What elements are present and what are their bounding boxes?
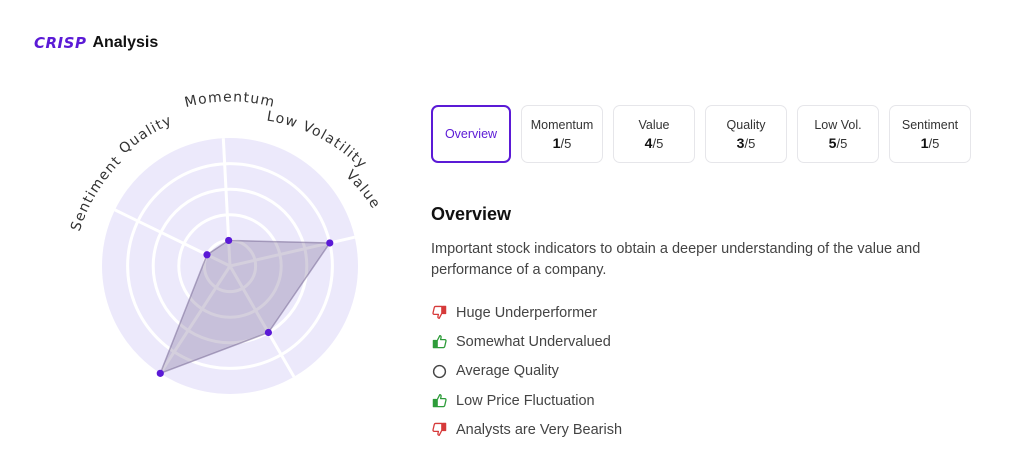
tab-label: Sentiment [901, 117, 959, 132]
tab-label: Momentum [530, 117, 594, 132]
tab-score-max: /5 [652, 135, 664, 151]
indicator-text: Huge Underperformer [456, 304, 598, 321]
tab-score-value: 5 [828, 134, 837, 151]
tab-low-vol[interactable]: Low Vol. 5/5 [797, 105, 879, 163]
radar-point-sentiment [203, 251, 211, 259]
tab-label: Quality [726, 117, 766, 132]
radar-point-momentum [225, 236, 233, 245]
indicator-item: Average Quality [431, 357, 622, 386]
page-title: Analysis [92, 34, 159, 51]
tab-overview[interactable]: Overview [431, 105, 511, 163]
radar-point-quality [264, 328, 272, 337]
tab-label: Overview [444, 127, 498, 141]
radar-point-low-volatility [156, 369, 164, 377]
tab-score: 5/5 [829, 135, 848, 151]
axis-label-momentum: Momentum [183, 89, 277, 111]
indicator-text: Analysts are Very Bearish [456, 421, 623, 438]
tab-label: Low Vol. [814, 117, 862, 132]
indicator-list: Huge Underperformer Somewhat Undervalued A… [431, 298, 622, 444]
thumbs-down-icon [431, 422, 447, 438]
radar-spoke [221, 138, 232, 267]
indicator-tabs: Overview Momentum 1/5 Value 4/5 Quality 3/5 Low… [431, 105, 971, 163]
thumbs-up-icon [431, 393, 447, 409]
tab-momentum[interactable]: Momentum 1/5 [521, 105, 603, 163]
tab-score-value: 3 [736, 134, 745, 151]
radar-grid [102, 138, 358, 394]
indicator-item: Somewhat Undervalued [431, 327, 622, 356]
radar-spoke [229, 235, 356, 268]
radar-spoke [114, 208, 231, 268]
radar-spoke [159, 265, 232, 375]
tab-score-value: 1 [920, 134, 929, 151]
thumbs-down-icon [431, 305, 447, 321]
tab-score-max: /5 [836, 135, 848, 151]
radar-shape [156, 236, 334, 377]
section-description: Important stock indicators to obtain a d… [431, 241, 921, 278]
indicator-text: Low Price Fluctuation [456, 392, 595, 409]
section-title: Overview [431, 204, 512, 224]
axis-label-value: Value [343, 167, 384, 212]
radar-polygon [158, 239, 332, 375]
crisp-logo: CRISP [34, 34, 87, 52]
radar-chart: Momentum Value Sentiment Quality Low Vol… [68, 89, 384, 394]
tab-score: 1/5 [553, 135, 572, 151]
tab-score-max: /5 [928, 135, 940, 151]
radar-point-value [326, 239, 334, 247]
tab-score-max: /5 [560, 135, 572, 151]
tab-quality[interactable]: Quality 3/5 [705, 105, 787, 163]
radar-spoke [228, 265, 296, 378]
indicator-text: Average Quality [456, 363, 559, 380]
tab-label: Value [638, 117, 670, 132]
tab-score: 1/5 [921, 135, 940, 151]
tab-score: 3/5 [737, 135, 756, 151]
brand-header: CRISP Analysis [34, 34, 158, 52]
indicator-text: Somewhat Undervalued [456, 333, 611, 350]
circle-icon [431, 363, 447, 379]
tab-value[interactable]: Value 4/5 [613, 105, 695, 163]
indicator-item: Low Price Fluctuation [431, 386, 622, 415]
tab-score-value: 1 [552, 134, 561, 151]
tab-score: 4/5 [645, 135, 664, 151]
tab-score-value: 4 [644, 134, 653, 151]
indicator-item: Huge Underperformer [431, 298, 622, 327]
tab-sentiment[interactable]: Sentiment 1/5 [889, 105, 971, 163]
radar-ring [177, 213, 283, 319]
axis-label-quality: Quality [116, 112, 175, 157]
tab-score-max: /5 [744, 135, 756, 151]
radar-ring [126, 162, 334, 370]
radar-ring [151, 187, 309, 345]
thumbs-up-icon [431, 334, 447, 350]
indicator-item: Analysts are Very Bearish [431, 415, 622, 444]
